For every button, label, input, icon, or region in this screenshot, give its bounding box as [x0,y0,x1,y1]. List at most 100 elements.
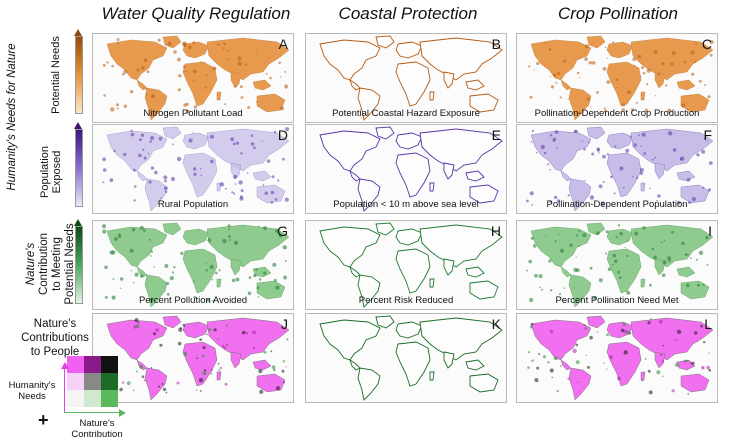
raster-speckle [123,152,127,157]
raster-speckle [131,228,136,232]
raster-speckle [102,168,107,172]
raster-speckle [231,278,236,283]
raster-speckle [152,332,157,336]
legend-x-arrow [119,409,126,417]
landmass [162,126,182,140]
raster-speckle [584,57,588,61]
raster-speckle [690,362,692,364]
raster-speckle [663,239,666,242]
raster-speckle [198,378,204,383]
landmass [465,79,485,91]
raster-speckle [257,296,260,298]
raster-speckle [614,259,618,263]
raster-speckle [701,367,703,369]
legend-title-line3: to People [30,346,80,358]
landmass [395,152,431,198]
raster-speckle [591,61,596,65]
raster-speckle [536,61,540,66]
raster-speckle [143,229,146,232]
landmass [443,351,455,369]
landmass [606,341,642,387]
raster-speckle [641,379,643,382]
map-panel-c: C Pollination-Dependent Crop Production [516,33,718,123]
raster-speckle [626,254,629,258]
raster-speckle [671,389,675,393]
landmass [676,266,696,278]
landmass [162,315,182,329]
raster-speckle [211,278,214,281]
raster-speckle [614,145,617,148]
raster-speckle [188,138,193,143]
landmass [419,128,503,172]
raster-speckle [252,330,257,335]
raster-speckle [164,264,169,268]
raster-speckle [629,135,632,138]
raster-speckle [606,153,610,156]
raster-speckle [192,69,197,74]
raster-speckle [141,375,145,378]
raster-speckle [636,176,639,179]
landmass [162,35,182,49]
landmass [606,41,634,59]
raster-speckle [705,236,709,240]
landmass [530,319,592,361]
raster-speckle [684,359,688,363]
landmass [419,317,503,361]
landmass [654,351,666,369]
raster-speckle [149,140,152,143]
raster-speckle [640,297,643,300]
landmass [319,130,381,172]
raster-speckle [567,98,569,100]
raster-speckle [583,52,585,54]
raster-speckle [596,231,600,235]
landmass [375,315,395,329]
bivariate-cell [84,356,101,373]
map-panel-a: A Nitrogen Pollutant Load [92,33,294,123]
raster-speckle [210,368,213,371]
raster-speckle [127,49,129,52]
raster-speckle [219,366,222,370]
raster-speckle [182,323,186,327]
row-label-population-line2: Exposed [51,150,63,194]
raster-speckle [221,345,225,348]
raster-speckle [708,368,712,372]
column-title-water-quality: Water Quality Regulation [101,4,291,23]
raster-speckle [102,63,106,67]
landmass [182,248,218,294]
raster-speckle [596,91,599,94]
raster-speckle [649,318,652,321]
raster-speckle [644,108,649,113]
raster-speckle [158,385,160,388]
raster-speckle [266,159,271,163]
landmass [349,78,361,91]
landmass [206,317,290,361]
panel-letter-j: J [281,316,288,332]
landmass [419,37,503,81]
raster-speckle [661,360,665,363]
raster-speckle [583,148,586,151]
raster-speckle [704,84,707,87]
raster-speckle [121,73,125,76]
raster-speckle [683,60,687,64]
raster-speckle [284,260,287,262]
raster-speckle [550,289,553,292]
raster-speckle [584,327,588,330]
panel-caption-a: Nitrogen Pollutant Load [143,108,243,119]
raster-speckle [592,295,597,301]
landmass [530,226,592,268]
raster-speckle [146,70,150,74]
world-map-b [319,35,503,121]
landmass [395,341,431,387]
raster-speckle [640,145,642,147]
raster-speckle [192,280,195,283]
raster-speckle [217,362,220,365]
landmass [443,162,455,180]
raster-speckle [693,60,697,63]
raster-speckle [139,274,144,278]
raster-speckle [256,286,260,290]
raster-speckle [101,224,107,229]
raster-speckle [223,42,227,46]
landmass [469,280,499,300]
raster-speckle [589,335,593,340]
raster-speckle [201,354,205,358]
